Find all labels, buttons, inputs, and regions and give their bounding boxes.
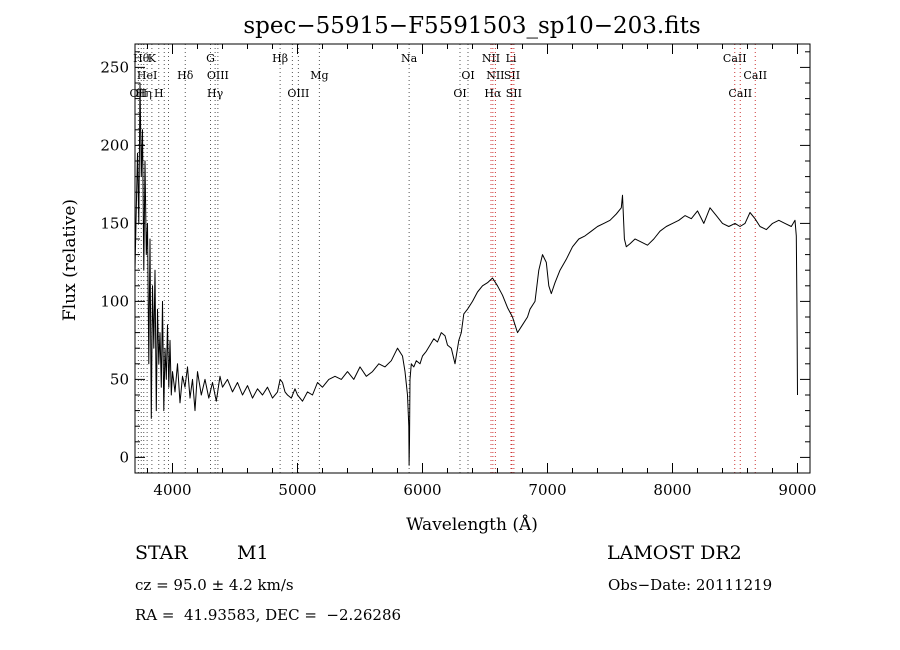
- spectral-line-markers: OIIHθHηHeIKHHδGHγOIIIHβOIIIMgNaOIOINIIHα…: [130, 44, 767, 473]
- line-label-19: NII: [482, 52, 500, 65]
- x-tick-label-7000: 7000: [528, 481, 566, 499]
- plot-frame: [134, 43, 811, 474]
- line-label-12: Hβ: [272, 52, 288, 65]
- y-axis-label: Flux (relative): [60, 199, 80, 321]
- line-label-10: Hγ: [207, 87, 224, 100]
- y-tick-label-100: 100: [100, 292, 129, 310]
- obs-date: Obs−Date: 20111219: [608, 576, 773, 594]
- line-label-21: NII: [486, 69, 504, 82]
- x-tick-label-9000: 9000: [778, 481, 816, 499]
- y-tick-label-150: 150: [100, 214, 129, 232]
- x-tick-label-4000: 4000: [153, 481, 191, 499]
- y-tick-label-50: 50: [110, 370, 129, 388]
- line-label-2: Hη: [136, 87, 152, 100]
- line-label-18: OI: [461, 69, 474, 82]
- line-label-9: G: [206, 52, 215, 65]
- axes: 4000 5000 6000 7000 8000 9000 0 50 100 150 200 250: [100, 44, 817, 499]
- line-label-1: Hθ: [133, 52, 150, 65]
- line-label-3: HeI: [137, 69, 157, 82]
- x-tick-label-8000: 8000: [653, 481, 691, 499]
- line-label-20: Hα: [484, 87, 502, 100]
- line-label-5: H: [154, 87, 164, 100]
- line-label-16: Na: [401, 52, 418, 65]
- survey-name: LAMOST DR2: [607, 542, 742, 564]
- x-axis-label: Wavelength (Å): [406, 514, 538, 535]
- object-subclass: M1: [237, 542, 269, 564]
- spectrum-series: [134, 82, 798, 466]
- line-label-4: K: [148, 52, 157, 65]
- line-label-25: CaII: [723, 52, 747, 65]
- line-label-17: OI: [453, 87, 466, 100]
- object-class: STAR: [135, 542, 188, 564]
- x-tick-label-5000: 5000: [278, 481, 316, 499]
- line-label-26: CaII: [728, 87, 752, 100]
- spectrum-line: [134, 82, 798, 466]
- y-tick-label-200: 200: [100, 136, 129, 154]
- line-label-22: Li: [506, 52, 517, 65]
- y-tick-label-250: 250: [100, 58, 129, 76]
- line-label-0: OII: [130, 87, 148, 100]
- line-label-11: OIII: [207, 69, 229, 82]
- line-label-23: SII: [504, 69, 520, 82]
- line-label-8: Hδ: [177, 69, 194, 82]
- line-label-27: CaII: [743, 69, 767, 82]
- line-label-15: Mg: [310, 69, 328, 82]
- ra-dec: RA = 41.93583, DEC = −2.26286: [135, 606, 402, 624]
- chart-title: spec−55915−F5591503_sp10−203.fits: [243, 13, 700, 39]
- line-label-14: OIII: [287, 87, 309, 100]
- line-label-24: SII: [506, 87, 522, 100]
- redshift-text: cz = 95.0 ± 4.2 km/s: [135, 576, 294, 594]
- y-tick-label-0: 0: [119, 448, 129, 466]
- x-tick-label-6000: 6000: [403, 481, 441, 499]
